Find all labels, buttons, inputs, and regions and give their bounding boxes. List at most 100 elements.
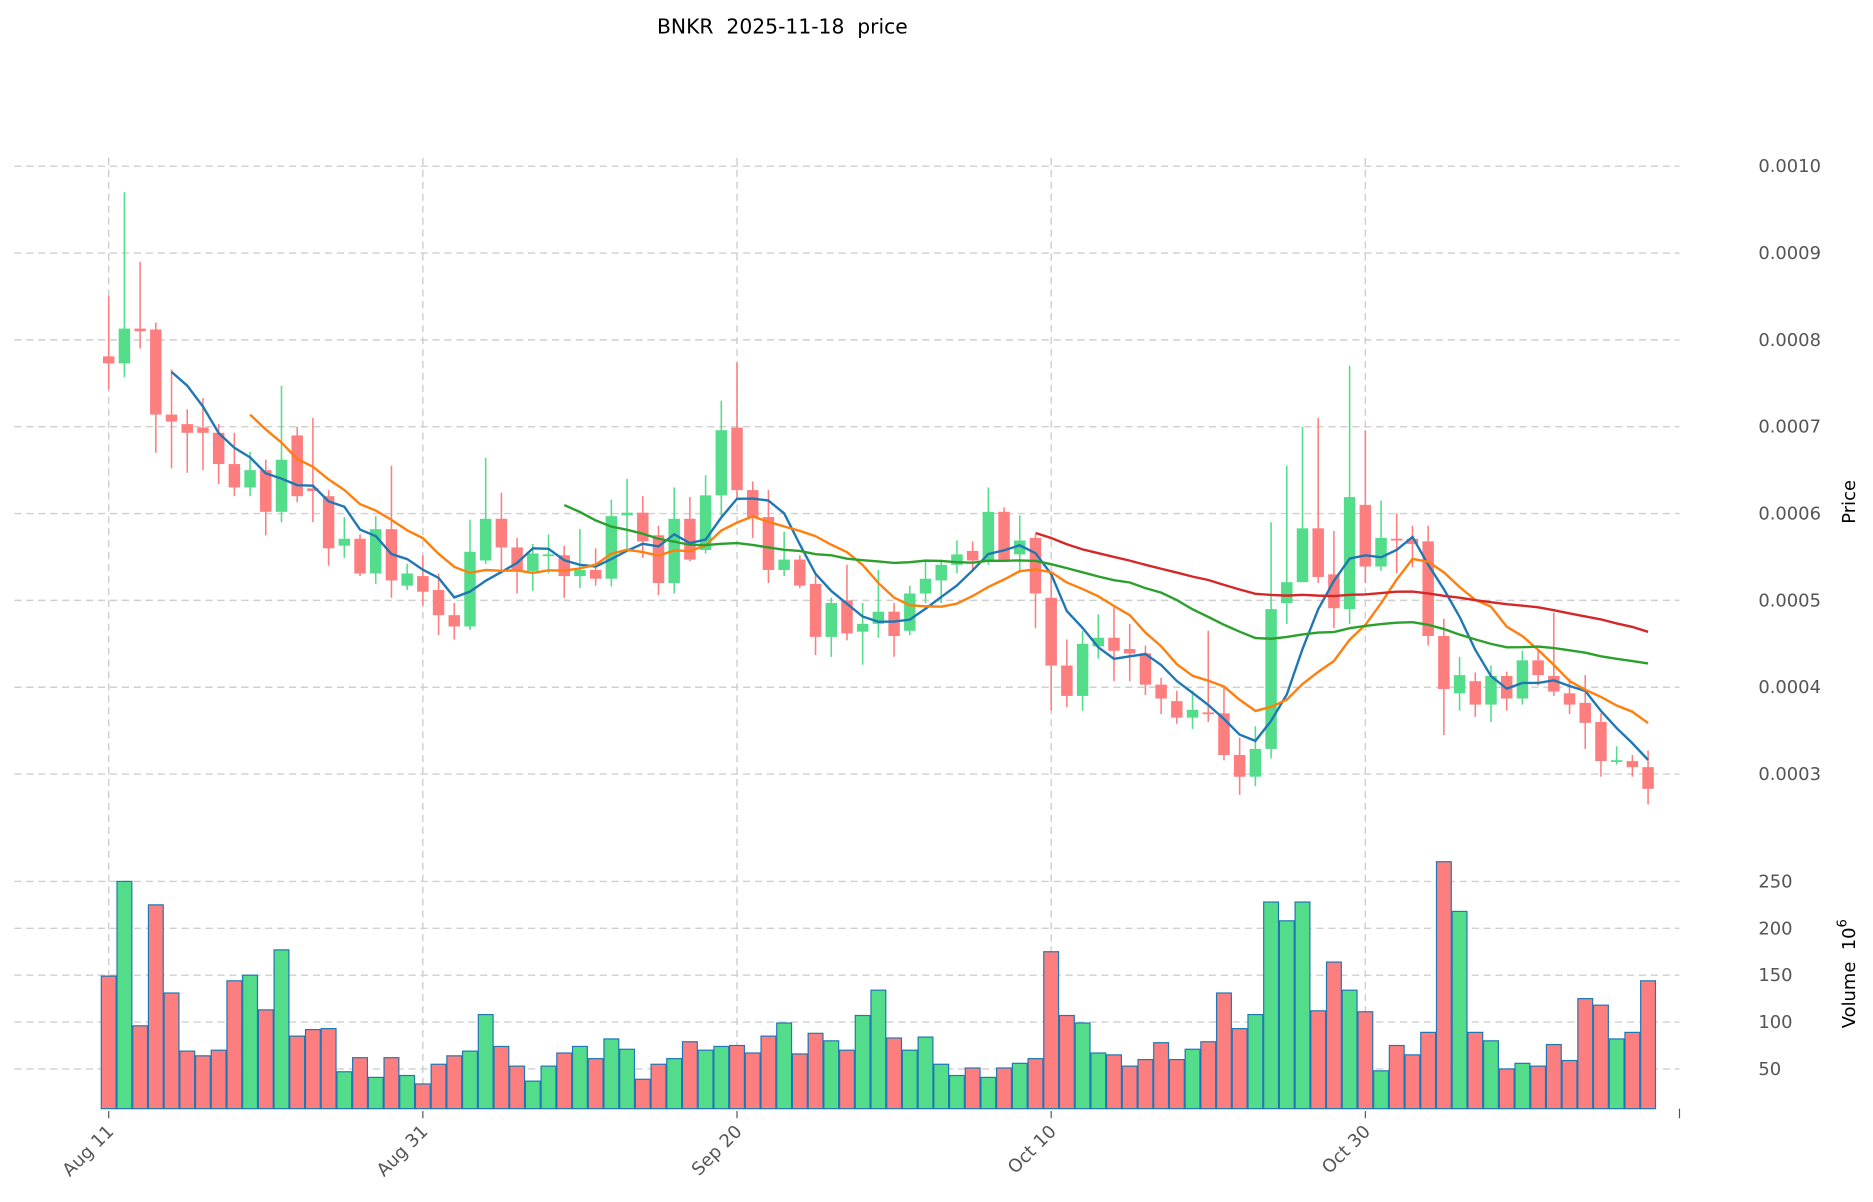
volume-bar	[1498, 1068, 1515, 1110]
candle-body	[794, 559, 806, 586]
volume-bar	[226, 980, 243, 1110]
volume-bar	[729, 1044, 746, 1110]
candle-body	[338, 538, 351, 546]
volume-bar	[461, 1050, 478, 1110]
volume-axis-label: Volume 106	[1836, 919, 1860, 1028]
price-tick-label: 0.0008	[1758, 330, 1821, 351]
volume-bar	[414, 1083, 431, 1110]
date-tick-label: Oct 30	[1318, 1121, 1375, 1178]
candle-body	[1391, 538, 1403, 541]
candle-body	[1469, 681, 1482, 705]
volume-bar	[493, 1045, 510, 1110]
price-tick-label: 0.0004	[1758, 677, 1821, 698]
candle-body	[1296, 528, 1309, 583]
candle-body	[1014, 540, 1026, 555]
volume-bar	[650, 1063, 667, 1110]
candle-body	[1312, 528, 1324, 577]
volume-tick-label: 200	[1758, 918, 1792, 939]
price-tick-label: 0.0006	[1758, 504, 1821, 525]
volume-bar	[1011, 1062, 1028, 1110]
volume-tick-label: 150	[1758, 965, 1792, 986]
candle-body	[511, 547, 523, 571]
volume-bar	[807, 1032, 824, 1110]
candle-body	[872, 611, 885, 624]
price-tick-label: 0.0009	[1758, 243, 1821, 264]
volume-bar	[1467, 1031, 1484, 1110]
volume-bar	[1624, 1031, 1641, 1110]
volume-bar	[1027, 1058, 1044, 1110]
candle-body	[699, 495, 712, 551]
volume-bar	[116, 880, 133, 1110]
candle-body	[165, 414, 178, 422]
candle-body	[354, 538, 366, 574]
volume-bar	[179, 1050, 196, 1110]
volume-bar	[634, 1078, 651, 1110]
candle-body	[370, 529, 382, 574]
price-tick-label: 0.0005	[1758, 590, 1821, 611]
volume-bar	[854, 1014, 871, 1110]
candle-body	[762, 517, 775, 571]
candle-body	[1061, 665, 1073, 696]
volume-bar	[242, 974, 259, 1110]
volume-bar	[556, 1052, 573, 1110]
moving-average-60	[1035, 531, 1649, 633]
candle-body	[1139, 653, 1152, 685]
volume-bar	[996, 1067, 1013, 1110]
candle-body	[1422, 541, 1434, 637]
candle-body	[951, 554, 963, 565]
volume-axis-exponent: 6	[1836, 919, 1851, 927]
volume-bar	[1592, 1004, 1609, 1110]
volume-bar	[681, 1041, 698, 1110]
volume-bar	[540, 1065, 557, 1110]
candle-body	[1642, 767, 1654, 789]
volume-bar	[1074, 1022, 1091, 1110]
candle-body	[731, 427, 743, 491]
volume-bar	[1530, 1065, 1547, 1110]
volume-bar	[132, 1025, 149, 1110]
volume-bar	[1247, 1013, 1264, 1110]
candle-body	[1123, 649, 1136, 654]
volume-bar	[1043, 951, 1060, 1110]
volume-bar	[399, 1074, 416, 1110]
volume-bar	[1561, 1059, 1578, 1110]
volume-bar	[901, 1049, 918, 1110]
candle-body	[904, 593, 916, 631]
price-tick-label: 0.0010	[1758, 156, 1821, 177]
candle-body	[856, 623, 869, 632]
moving-average-30	[563, 503, 1649, 665]
volume-bar	[964, 1067, 981, 1110]
volume-bar	[1137, 1058, 1154, 1110]
y-axis-label: Price	[1839, 480, 1860, 524]
candle-body	[1485, 675, 1497, 705]
volume-bar	[1514, 1062, 1531, 1110]
candles	[102, 192, 1654, 805]
volume-bar	[1090, 1052, 1107, 1110]
candle-body	[982, 511, 995, 561]
volume-bar	[1451, 910, 1468, 1110]
candle-body	[1375, 537, 1387, 567]
volume-bar	[1545, 1043, 1562, 1110]
candle-body	[809, 583, 822, 637]
candle-body	[275, 459, 288, 512]
volume-tick-label: 100	[1758, 1012, 1792, 1033]
candle-body	[134, 328, 146, 332]
candle-body	[589, 570, 602, 579]
volume-bar	[776, 1022, 793, 1110]
volume-bar	[367, 1076, 384, 1110]
volume-bar	[1608, 1038, 1625, 1110]
volume-bar	[1373, 1070, 1390, 1110]
candle-body	[542, 554, 555, 557]
candle-body	[1249, 748, 1262, 777]
volume-bar	[1106, 1054, 1123, 1110]
volume-axis-label-text: Volume 10	[1839, 927, 1860, 1028]
candle-body	[1359, 504, 1372, 567]
volume-bar	[1294, 901, 1311, 1110]
candle-body	[1171, 701, 1183, 718]
candle-body	[1092, 637, 1105, 647]
volume-bar	[1215, 992, 1232, 1110]
candle-body	[1108, 637, 1120, 651]
candle-body	[228, 464, 241, 488]
volume-bar	[320, 1028, 337, 1110]
volume-bar	[1420, 1031, 1437, 1110]
